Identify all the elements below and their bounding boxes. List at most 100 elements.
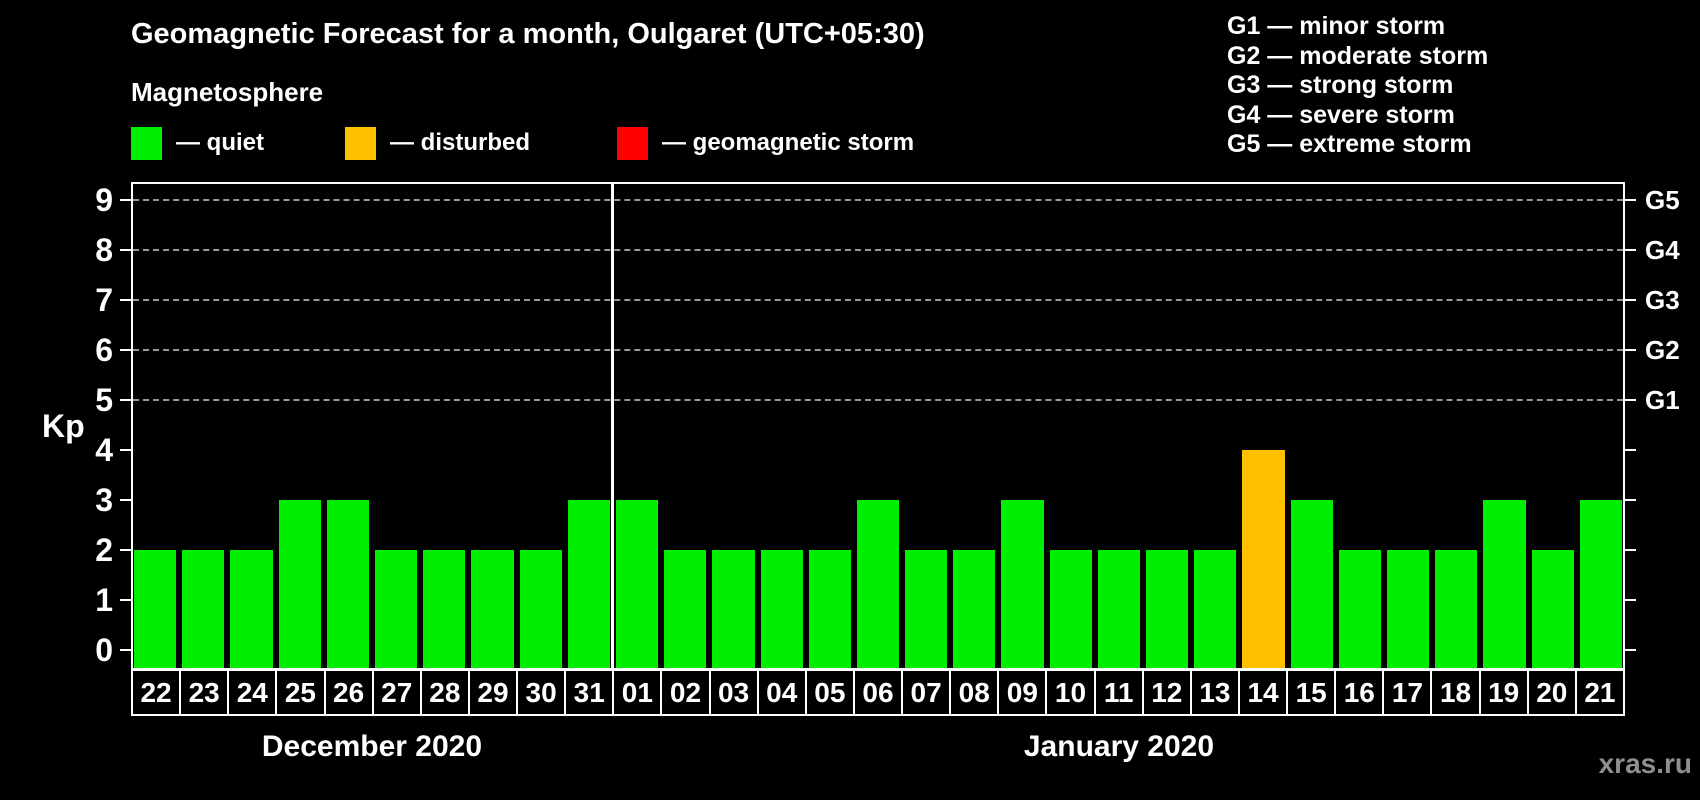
bar-day-20 bbox=[1531, 550, 1574, 668]
day-label-02: 02 bbox=[662, 671, 709, 714]
day-label-08: 08 bbox=[951, 671, 998, 714]
y-tick-label-0: 0 bbox=[95, 632, 113, 668]
day-label-25: 25 bbox=[277, 671, 324, 714]
bar-day-22 bbox=[134, 550, 177, 668]
bar-day-23 bbox=[182, 550, 225, 668]
storm-scale-g1: G1 — minor storm bbox=[1227, 12, 1446, 40]
y-tick-7 bbox=[120, 299, 131, 301]
day-label-13: 13 bbox=[1191, 671, 1238, 714]
day-label-07: 07 bbox=[903, 671, 950, 714]
bar-day-19 bbox=[1483, 500, 1526, 668]
y-tick-right-0 bbox=[1625, 649, 1636, 651]
bar-day-07 bbox=[905, 550, 948, 668]
storm-color-swatch bbox=[617, 126, 648, 160]
y-tick-right-8 bbox=[1625, 249, 1636, 251]
day-label-14: 14 bbox=[1239, 671, 1287, 714]
y-tick-9 bbox=[120, 199, 131, 201]
legend-label-storm: — geomagnetic storm bbox=[662, 129, 915, 156]
y-tick-label-2: 2 bbox=[95, 532, 113, 568]
bar-day-11 bbox=[1097, 550, 1141, 668]
day-label-22: 22 bbox=[133, 671, 180, 714]
y-tick-right-4 bbox=[1625, 449, 1636, 451]
y-tick-5 bbox=[120, 399, 131, 401]
y-tick-label-3: 3 bbox=[95, 482, 113, 518]
x-axis-day-strip: 22 23 24 25 26 27 28 29 30 31 01 02 03 04 05 06 07 08 09 10… bbox=[131, 669, 1625, 716]
day-label-29: 29 bbox=[469, 671, 517, 714]
watermark: xras.ru bbox=[1598, 748, 1692, 779]
quiet-color-swatch bbox=[131, 126, 162, 160]
y-tick-label-4: 4 bbox=[95, 432, 113, 468]
y-tick-8 bbox=[120, 249, 131, 251]
y-tick-6 bbox=[120, 349, 131, 351]
bar-day-02 bbox=[664, 550, 707, 668]
day-label-27: 27 bbox=[373, 671, 420, 714]
day-label-24: 24 bbox=[229, 671, 276, 714]
day-label-05: 05 bbox=[806, 671, 853, 714]
right-axis-label-g3: G3 bbox=[1645, 285, 1680, 315]
y-tick-right-2 bbox=[1625, 549, 1636, 551]
magnetosphere-heading: Magnetosphere bbox=[131, 77, 324, 107]
y-tick-right-3 bbox=[1625, 499, 1636, 501]
bar-day-03 bbox=[712, 550, 755, 668]
day-label-18: 18 bbox=[1432, 671, 1479, 714]
y-tick-label-1: 1 bbox=[95, 582, 113, 618]
day-label-03: 03 bbox=[710, 671, 757, 714]
bar-day-26 bbox=[326, 500, 369, 668]
bar-day-24 bbox=[230, 550, 273, 668]
legend-item-quiet: — quiet bbox=[131, 126, 264, 160]
bar-day-16 bbox=[1338, 550, 1382, 668]
month-label-0: December 2020 bbox=[261, 730, 483, 763]
chart-title: Geomagnetic Forecast for a month, Oulgar… bbox=[131, 18, 925, 50]
day-label-12: 12 bbox=[1143, 671, 1190, 714]
day-label-31: 31 bbox=[566, 671, 613, 714]
y-tick-right-5 bbox=[1625, 399, 1636, 401]
gridline-kp5 bbox=[133, 399, 1623, 401]
y-tick-1 bbox=[120, 599, 131, 601]
day-label-30: 30 bbox=[518, 671, 565, 714]
storm-scale-legend: G1 — minor storm G2 — moderate storm G3 … bbox=[1227, 12, 1488, 160]
day-label-20: 20 bbox=[1528, 671, 1575, 714]
day-label-04: 04 bbox=[758, 671, 805, 714]
bar-day-12 bbox=[1146, 550, 1189, 668]
legend-item-disturbed: — disturbed bbox=[345, 126, 530, 160]
day-label-01: 01 bbox=[614, 671, 661, 714]
bar-day-09 bbox=[1001, 500, 1044, 668]
bar-day-29 bbox=[471, 550, 514, 668]
y-axis-title: Kp bbox=[42, 408, 85, 444]
y-tick-label-7: 7 bbox=[95, 282, 113, 318]
bar-day-27 bbox=[374, 550, 418, 668]
gridline-kp6 bbox=[133, 349, 1623, 351]
bar-day-13 bbox=[1194, 550, 1237, 668]
legend-label-disturbed: — disturbed bbox=[390, 129, 531, 156]
day-label-17: 17 bbox=[1384, 671, 1431, 714]
day-label-11: 11 bbox=[1095, 671, 1142, 714]
bar-day-17 bbox=[1387, 550, 1430, 668]
day-label-16: 16 bbox=[1336, 671, 1383, 714]
day-label-26: 26 bbox=[325, 671, 372, 714]
storm-scale-g3: G3 — strong storm bbox=[1227, 71, 1454, 100]
bar-day-08 bbox=[953, 550, 996, 668]
gridline-kp8 bbox=[133, 249, 1623, 251]
bar-day-15 bbox=[1290, 500, 1333, 668]
storm-scale-g2: G2 — moderate storm bbox=[1227, 41, 1489, 70]
y-tick-0 bbox=[120, 649, 131, 651]
bar-day-21 bbox=[1579, 500, 1622, 668]
right-axis-label-g1: G1 bbox=[1645, 385, 1680, 415]
bar-day-10 bbox=[1049, 550, 1092, 668]
y-tick-label-5: 5 bbox=[95, 382, 113, 418]
gridline-kp9 bbox=[133, 199, 1623, 201]
y-tick-right-6 bbox=[1625, 349, 1636, 351]
y-tick-4 bbox=[120, 449, 131, 451]
day-label-23: 23 bbox=[181, 671, 228, 714]
day-label-28: 28 bbox=[421, 671, 468, 714]
bar-day-28 bbox=[423, 550, 466, 668]
gridline-kp7 bbox=[133, 299, 1623, 301]
day-label-09: 09 bbox=[999, 671, 1046, 714]
bar-day-31 bbox=[567, 500, 610, 668]
bar-day-05 bbox=[808, 550, 851, 668]
day-label-10: 10 bbox=[1047, 671, 1094, 714]
bar-day-06 bbox=[856, 500, 900, 668]
right-axis-label-g4: G4 bbox=[1645, 235, 1680, 265]
month-label-1: January 2020 bbox=[1023, 730, 1215, 763]
